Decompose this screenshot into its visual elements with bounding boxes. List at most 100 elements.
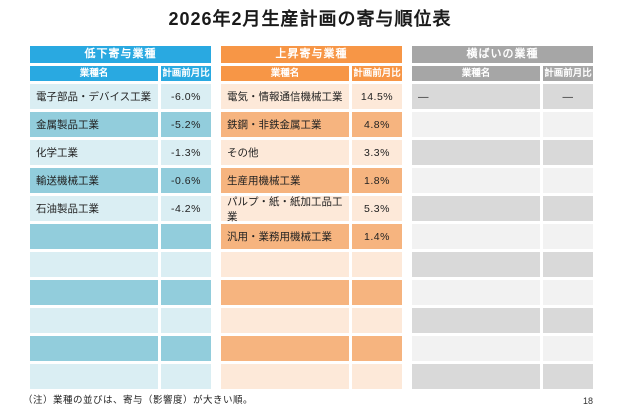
column-header-industry: 業種名 [221, 66, 349, 81]
industry-name-cell: 化学工業 [30, 140, 158, 165]
mom-ratio-cell: -4.2% [161, 196, 211, 221]
mom-ratio-cell: ― [543, 84, 593, 109]
column-header-row: 業種名 計画前月比 [412, 66, 593, 81]
mom-ratio-cell: -6.0% [161, 84, 211, 109]
column-header-industry: 業種名 [30, 66, 158, 81]
table-row [221, 364, 402, 389]
mom-ratio-cell [161, 252, 211, 277]
industry-name-cell [30, 364, 158, 389]
table-row [30, 364, 211, 389]
table-row [412, 112, 593, 137]
table-title-decline: 低下寄与業種 [30, 46, 211, 63]
industry-name-cell [412, 364, 540, 389]
table-decline: 低下寄与業種 業種名 計画前月比 電子部品・デバイス工業 -6.0% 金属製品工業 -5.2… [30, 46, 211, 392]
table-row [412, 196, 593, 221]
industry-name-cell: 電気・情報通信機械工業 [221, 84, 349, 109]
column-header-mom-ratio: 計画前月比 [161, 66, 211, 81]
industry-name-cell [412, 308, 540, 333]
industry-name-cell [30, 224, 158, 249]
table-row [412, 252, 593, 277]
industry-name-cell [221, 336, 349, 361]
mom-ratio-cell [543, 280, 593, 305]
table-row: 化学工業 -1.3% [30, 140, 211, 165]
mom-ratio-cell [543, 364, 593, 389]
industry-name-cell [30, 308, 158, 333]
industry-name-cell [412, 112, 540, 137]
mom-ratio-cell [352, 336, 402, 361]
mom-ratio-cell [161, 308, 211, 333]
industry-name-cell [412, 168, 540, 193]
mom-ratio-cell: 5.3% [352, 196, 402, 221]
mom-ratio-cell [161, 224, 211, 249]
mom-ratio-cell [543, 140, 593, 165]
industry-name-cell: ― [412, 84, 540, 109]
table-row: 電気・情報通信機械工業 14.5% [221, 84, 402, 109]
mom-ratio-cell [543, 112, 593, 137]
table-row: 鉄鋼・非鉄金属工業 4.8% [221, 112, 402, 137]
table-row [412, 308, 593, 333]
industry-name-cell [412, 140, 540, 165]
table-title-rise: 上昇寄与業種 [221, 46, 402, 63]
table-row [30, 308, 211, 333]
column-header-row: 業種名 計画前月比 [30, 66, 211, 81]
industry-name-cell [412, 252, 540, 277]
table-row: ― ― [412, 84, 593, 109]
mom-ratio-cell [352, 252, 402, 277]
table-row [412, 168, 593, 193]
industry-name-cell: 輸送機械工業 [30, 168, 158, 193]
ranking-tables-row: 低下寄与業種 業種名 計画前月比 電子部品・デバイス工業 -6.0% 金属製品工業 -5.2… [30, 46, 593, 392]
table-row [30, 336, 211, 361]
column-header-row: 業種名 計画前月比 [221, 66, 402, 81]
footnote: （注）業種の並びは、寄与（影響度）が大きい順。 [23, 395, 254, 406]
mom-ratio-cell: 3.3% [352, 140, 402, 165]
industry-name-cell [30, 336, 158, 361]
mom-ratio-cell: 4.8% [352, 112, 402, 137]
page-title: 2026年2月生産計画の寄与順位表 [168, 9, 452, 29]
table-row [221, 252, 402, 277]
industry-name-cell: 生産用機械工業 [221, 168, 349, 193]
column-header-mom-ratio: 計画前月比 [352, 66, 402, 81]
mom-ratio-cell [543, 308, 593, 333]
mom-ratio-cell: 14.5% [352, 84, 402, 109]
industry-name-cell [221, 308, 349, 333]
mom-ratio-cell [543, 336, 593, 361]
table-row: その他 3.3% [221, 140, 402, 165]
column-header-mom-ratio: 計画前月比 [543, 66, 593, 81]
mom-ratio-cell [352, 280, 402, 305]
mom-ratio-cell [161, 336, 211, 361]
industry-name-cell [221, 252, 349, 277]
table-row [221, 308, 402, 333]
mom-ratio-cell [543, 252, 593, 277]
table-row [30, 280, 211, 305]
mom-ratio-cell: -0.6% [161, 168, 211, 193]
mom-ratio-cell: -5.2% [161, 112, 211, 137]
mom-ratio-cell [161, 364, 211, 389]
industry-name-cell: パルプ・紙・紙加工品工業 [221, 196, 349, 223]
industry-name-cell [221, 364, 349, 389]
industry-name-cell: 石油製品工業 [30, 196, 158, 221]
mom-ratio-cell: -1.3% [161, 140, 211, 165]
mom-ratio-cell: 1.4% [352, 224, 402, 249]
table-row [412, 224, 593, 249]
mom-ratio-cell [352, 308, 402, 333]
mom-ratio-cell [543, 168, 593, 193]
table-row: 生産用機械工業 1.8% [221, 168, 402, 193]
mom-ratio-cell: 1.8% [352, 168, 402, 193]
page-number: 18 [582, 396, 593, 406]
industry-name-cell [412, 280, 540, 305]
mom-ratio-cell [543, 196, 593, 221]
industry-name-cell: その他 [221, 140, 349, 165]
industry-name-cell [30, 252, 158, 277]
industry-name-cell [412, 196, 540, 221]
table-row: パルプ・紙・紙加工品工業 5.3% [221, 196, 402, 223]
table-row [412, 336, 593, 361]
table-row [412, 364, 593, 389]
table-row [30, 252, 211, 277]
table-row [221, 280, 402, 305]
mom-ratio-cell [543, 224, 593, 249]
table-row: 電子部品・デバイス工業 -6.0% [30, 84, 211, 109]
table-flat: 横ばいの業種 業種名 計画前月比 ― ― [412, 46, 593, 392]
industry-name-cell [412, 224, 540, 249]
table-row: 石油製品工業 -4.2% [30, 196, 211, 221]
industry-name-cell: 鉄鋼・非鉄金属工業 [221, 112, 349, 137]
